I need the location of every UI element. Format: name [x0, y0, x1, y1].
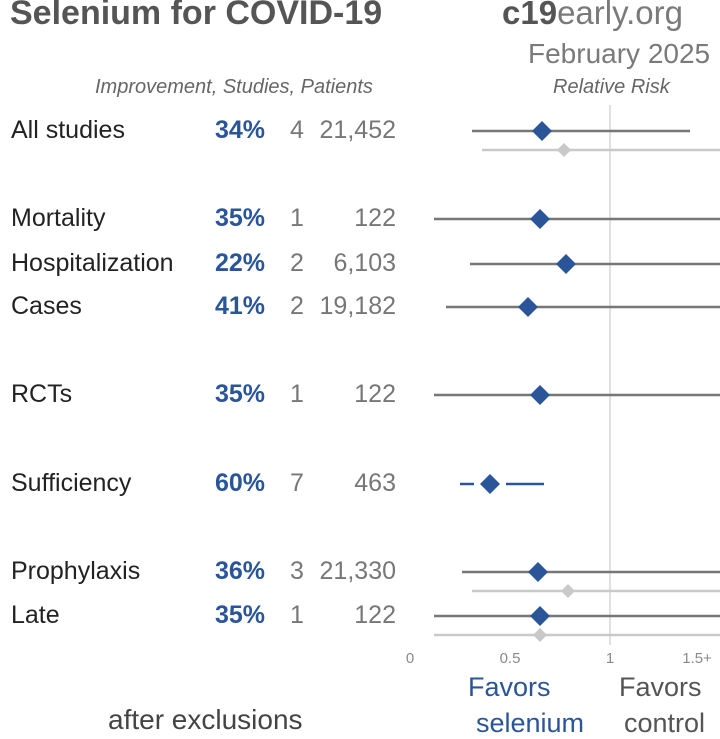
point-estimate: [530, 209, 550, 229]
row-patients: 6,103: [333, 249, 396, 277]
row-label: Hospitalization: [11, 249, 174, 277]
columns-header: Improvement, Studies, Patients: [95, 76, 373, 98]
row-improvement: 35%: [215, 380, 266, 408]
row-label: Prophylaxis: [11, 557, 141, 585]
point-estimate: [480, 474, 500, 494]
row-patients: 463: [354, 469, 396, 497]
row-improvement: 34%: [215, 116, 266, 144]
row-improvement: 60%: [215, 469, 266, 497]
row-patients: 21,452: [319, 116, 396, 144]
row-patients: 122: [354, 380, 396, 408]
point-after-exclusions: [561, 584, 575, 598]
x-tick-label: 1: [606, 650, 614, 667]
row-label: Late: [11, 601, 60, 629]
favors-left-label: Favors: [468, 672, 551, 702]
row-improvement: 35%: [215, 601, 266, 629]
brand-rest: early.org: [557, 0, 684, 31]
favors-left-subject: selenium: [476, 708, 585, 738]
point-estimate: [532, 121, 552, 141]
brand-bold: c19: [502, 0, 558, 31]
forest-plot: 0 0.5 1 1.5+: [406, 105, 720, 667]
x-tick-label: 0.5: [500, 650, 521, 667]
page-title: Selenium for COVID-19: [10, 0, 383, 32]
row-studies: 2: [290, 249, 304, 277]
row-studies: 7: [290, 469, 304, 497]
point-after-exclusions: [533, 628, 547, 642]
row-patients: 19,182: [319, 292, 396, 320]
row-studies: 2: [290, 292, 304, 320]
favors-right-subject: control: [624, 708, 706, 738]
row-label: Sufficiency: [11, 469, 132, 497]
point-estimate: [530, 385, 550, 405]
row-studies: 4: [290, 116, 304, 144]
point-after-exclusions: [557, 143, 571, 157]
row-studies: 1: [290, 380, 304, 408]
point-estimate: [528, 562, 548, 582]
row-label: Mortality: [11, 204, 106, 232]
point-estimate: [556, 254, 576, 274]
row-improvement: 41%: [215, 292, 266, 320]
row-label: All studies: [11, 116, 125, 144]
row-studies: 1: [290, 601, 304, 629]
row-improvement: 35%: [215, 204, 266, 232]
point-estimate: [518, 297, 538, 317]
brand-logo: c19early.org: [502, 0, 683, 32]
row-studies: 1: [290, 204, 304, 232]
row-patients: 122: [354, 601, 396, 629]
x-tick-label: 1.5+: [682, 650, 712, 667]
exclusions-note: after exclusions: [108, 704, 303, 735]
row-label: RCTs: [11, 380, 73, 408]
row-patients: 122: [354, 204, 396, 232]
point-estimate: [530, 606, 550, 626]
relative-risk-header: Relative Risk: [553, 76, 670, 98]
report-date: February 2025: [528, 38, 711, 69]
x-tick-label: 0: [406, 650, 414, 667]
row-improvement: 36%: [215, 557, 266, 585]
row-label: Cases: [11, 292, 82, 320]
favors-right-label: Favors: [619, 672, 702, 702]
row-improvement: 22%: [215, 249, 266, 277]
row-patients: 21,330: [319, 557, 396, 585]
row-studies: 3: [290, 557, 304, 585]
